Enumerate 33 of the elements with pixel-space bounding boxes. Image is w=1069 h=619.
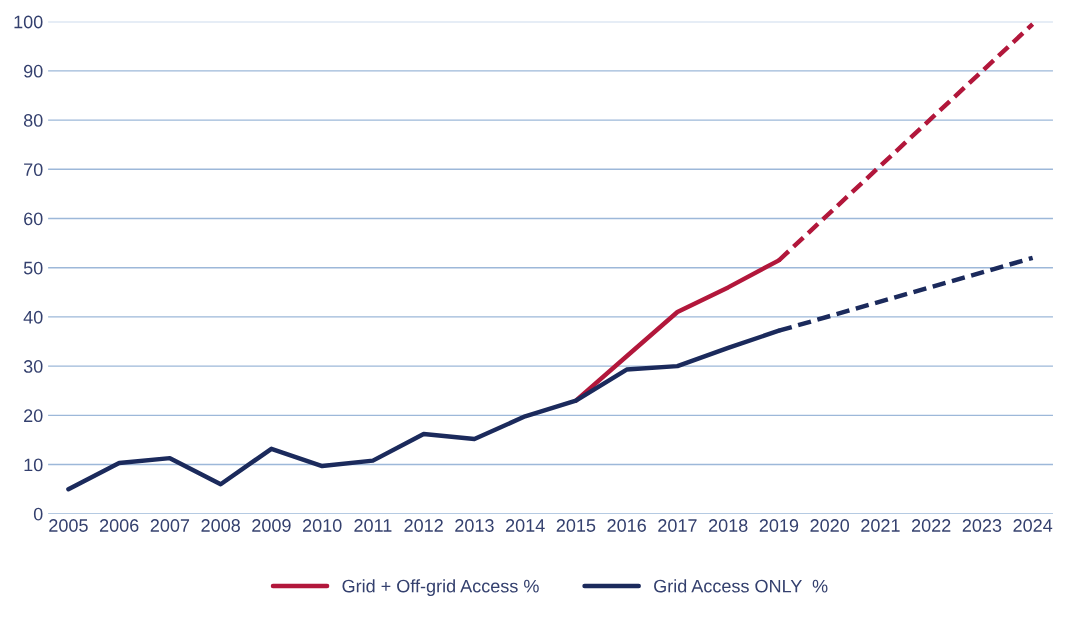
x-tick-label: 2021 [861,519,900,532]
x-tick-label: 2017 [658,519,697,532]
x-tick-label: 2009 [252,519,291,532]
y-tick-label: 10 [24,458,43,472]
x-tick-label: 2007 [150,519,190,532]
x-tick-label: 2008 [201,519,240,532]
x-tick-label: 2024 [1013,519,1053,532]
x-tick-label: 2016 [607,519,646,532]
y-tick-label: 60 [24,212,43,226]
y-tick-label: 70 [24,163,43,177]
x-tick-label: 2022 [911,519,951,532]
y-tick-label: 80 [23,114,43,127]
legend-label: Grid + Off-grid Access % [342,579,539,597]
x-tick-label: 2013 [455,519,494,532]
x-tick-label: 2023 [962,519,1002,532]
x-tick-label: 2011 [354,519,392,532]
x-tick-label: 2010 [302,519,342,532]
y-tick-label: 50 [23,261,43,275]
y-tick-label: 40 [23,310,43,324]
x-tick-label: 2014 [505,519,545,532]
x-tick-label: 2020 [810,519,850,532]
y-tick-label: 30 [23,360,43,373]
y-tick-label: 20 [24,409,43,423]
y-tick-label: 0 [33,507,43,521]
x-tick-label: 2015 [556,519,596,532]
x-tick-label: 2018 [708,519,748,532]
y-tick-label: 90 [24,64,43,78]
x-tick-label: 2005 [49,519,88,532]
x-tick-label: 2012 [404,519,443,532]
y-tick-label: 100 [14,15,43,29]
x-tick-label: 2019 [759,519,799,532]
x-tick-label: 2006 [99,519,139,532]
legend-label: Grid Access ONLY % [654,579,828,593]
